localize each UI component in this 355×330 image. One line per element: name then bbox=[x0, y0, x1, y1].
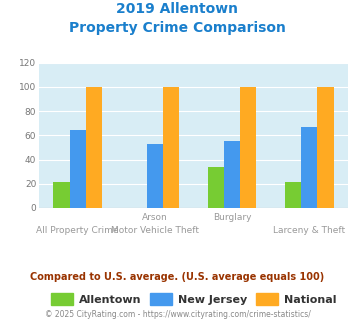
Bar bbox=[86, 87, 102, 208]
Bar bbox=[317, 87, 334, 208]
Bar bbox=[285, 182, 301, 208]
Bar bbox=[240, 87, 256, 208]
Text: 2019 Allentown: 2019 Allentown bbox=[116, 2, 239, 16]
Text: Burglary: Burglary bbox=[213, 213, 251, 222]
Text: All Property Crime: All Property Crime bbox=[37, 226, 119, 235]
Text: Arson: Arson bbox=[142, 213, 168, 222]
Bar bbox=[70, 130, 86, 208]
Bar bbox=[208, 167, 224, 208]
Text: Compared to U.S. average. (U.S. average equals 100): Compared to U.S. average. (U.S. average … bbox=[31, 272, 324, 282]
Text: Larceny & Theft: Larceny & Theft bbox=[273, 226, 345, 235]
Bar bbox=[147, 144, 163, 208]
Text: Motor Vehicle Theft: Motor Vehicle Theft bbox=[111, 226, 199, 235]
Bar bbox=[163, 87, 179, 208]
Bar bbox=[224, 141, 240, 208]
Bar bbox=[301, 127, 317, 208]
Legend: Allentown, New Jersey, National: Allentown, New Jersey, National bbox=[47, 289, 340, 309]
Text: Property Crime Comparison: Property Crime Comparison bbox=[69, 21, 286, 35]
Bar bbox=[53, 182, 70, 208]
Text: © 2025 CityRating.com - https://www.cityrating.com/crime-statistics/: © 2025 CityRating.com - https://www.city… bbox=[45, 310, 310, 319]
